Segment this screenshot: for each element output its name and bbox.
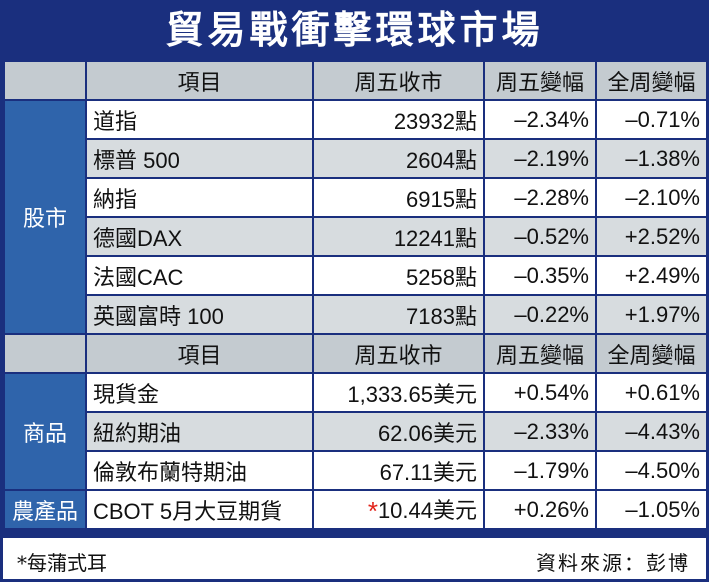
row-day-change: +0.54% — [483, 372, 597, 413]
table-row: 標普 500 2604點 –2.19% –1.38% — [4, 138, 708, 179]
table-row: 紐約期油 62.06美元 –2.33% –4.43% — [4, 411, 708, 452]
group-label-stocks: 股市 — [3, 99, 87, 335]
row-week-change: –2.10% — [595, 177, 708, 218]
header-item: 項目 — [85, 333, 314, 374]
source-credit: 資料來源：彭博 — [536, 551, 690, 575]
row-day-change: –2.28% — [483, 177, 597, 218]
table-row: 德國DAX 12241點 –0.52% +2.52% — [4, 216, 708, 257]
row-name: 標普 500 — [85, 138, 314, 179]
header-item: 項目 — [85, 60, 314, 101]
table-row: 英國富時 100 7183點 –0.22% +1.97% — [4, 294, 708, 335]
row-close: 62.06美元 — [312, 411, 485, 452]
market-table: 項目 周五收市 周五變幅 全周變幅 股市 道指 23932點 –2.34% –0… — [3, 60, 708, 530]
group-label-commodities: 商品 — [3, 372, 87, 491]
row-day-change: –2.19% — [483, 138, 597, 179]
row-day-change: –1.79% — [483, 450, 597, 491]
row-day-change: –2.34% — [483, 99, 597, 140]
row-name: 倫敦布蘭特期油 — [85, 450, 314, 491]
header-day-change: 周五變幅 — [483, 333, 597, 374]
header-week-change: 全周變幅 — [595, 60, 708, 101]
row-day-change: –0.52% — [483, 216, 597, 257]
table-row: 股市 道指 23932點 –2.34% –0.71% — [3, 99, 708, 335]
row-name: 英國富時 100 — [85, 294, 314, 335]
row-day-change: –2.33% — [483, 411, 597, 452]
footer: *每蒲式耳 資料來源：彭博 — [0, 536, 709, 582]
row-week-change: –4.50% — [595, 450, 708, 491]
row-day-change: +0.26% — [483, 489, 597, 530]
row-close: 5258點 — [312, 255, 485, 296]
table-row: 農產品 CBOT 5月大豆期貨 *10.44美元 +0.26% –1.05% — [3, 489, 708, 530]
header-day-change: 周五變幅 — [483, 60, 597, 101]
row-close: *10.44美元 — [312, 489, 485, 530]
table-row: 倫敦布蘭特期油 67.11美元 –1.79% –4.50% — [4, 450, 708, 491]
row-week-change: +2.49% — [595, 255, 708, 296]
row-week-change: –0.71% — [595, 99, 708, 140]
row-close: 1,333.65美元 — [312, 372, 485, 413]
row-name: 法國CAC — [85, 255, 314, 296]
header-corner — [3, 60, 87, 101]
row-close: 7183點 — [312, 294, 485, 335]
row-close: 2604點 — [312, 138, 485, 179]
row-day-change: –0.35% — [483, 255, 597, 296]
row-name: CBOT 5月大豆期貨 — [85, 489, 314, 530]
header-row-commodities: 項目 周五收市 周五變幅 全周變幅 — [3, 333, 708, 374]
header-close: 周五收市 — [312, 333, 485, 374]
row-close: 67.11美元 — [312, 450, 485, 491]
row-name: 德國DAX — [85, 216, 314, 257]
row-close: 6915點 — [312, 177, 485, 218]
table-row: 商品 現貨金 1,333.65美元 +0.54% +0.61% — [3, 372, 708, 491]
page-title: 貿易戰衝擊環球市場 — [0, 0, 709, 60]
row-week-change: –1.05% — [595, 489, 708, 530]
asterisk-mark: * — [367, 495, 378, 526]
row-week-change: –1.38% — [595, 138, 708, 179]
row-day-change: –0.22% — [483, 294, 597, 335]
row-name: 道指 — [85, 99, 314, 140]
group-label-agriculture: 農產品 — [3, 489, 87, 530]
row-close-value: 10.44美元 — [377, 497, 477, 523]
row-name: 納指 — [85, 177, 314, 218]
row-week-change: +2.52% — [595, 216, 708, 257]
row-close: 23932點 — [312, 99, 485, 140]
row-week-change: –4.43% — [595, 411, 708, 452]
header-close: 周五收市 — [312, 60, 485, 101]
table-row: 納指 6915點 –2.28% –2.10% — [4, 177, 708, 218]
row-name: 現貨金 — [85, 372, 314, 413]
header-corner — [3, 333, 87, 374]
footnote: *每蒲式耳 — [17, 551, 107, 575]
row-close: 12241點 — [312, 216, 485, 257]
row-week-change: +0.61% — [595, 372, 708, 413]
header-week-change: 全周變幅 — [595, 333, 708, 374]
row-name: 紐約期油 — [85, 411, 314, 452]
row-week-change: +1.97% — [595, 294, 708, 335]
header-row-stocks: 項目 周五收市 周五變幅 全周變幅 — [3, 60, 708, 101]
table-row: 法國CAC 5258點 –0.35% +2.49% — [4, 255, 708, 296]
